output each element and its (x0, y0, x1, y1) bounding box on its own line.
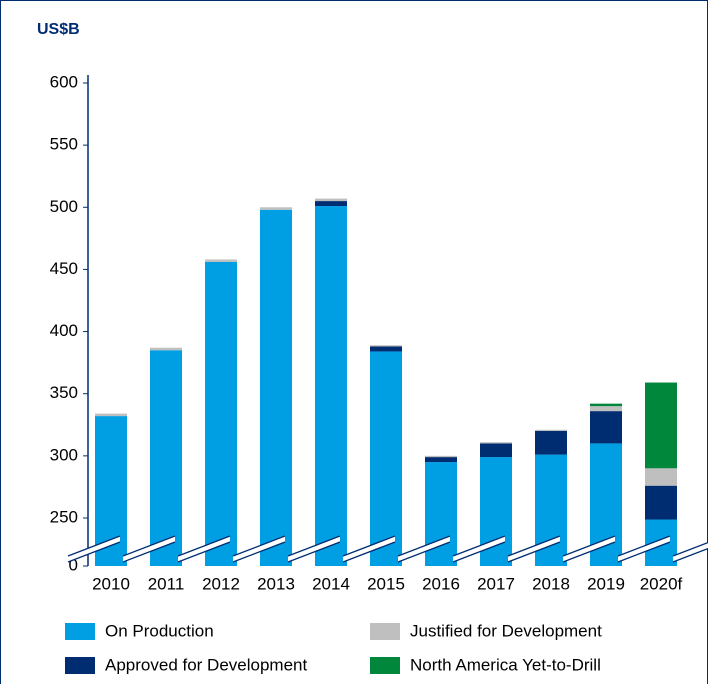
axis-break-line (507, 541, 561, 563)
x-tick-label: 2013 (257, 574, 295, 593)
bar-segment (260, 209, 292, 566)
bar-segment (645, 485, 677, 520)
bar-segment (315, 198, 347, 202)
x-tick-label: 2018 (532, 574, 570, 593)
axis-break-band (508, 536, 560, 562)
x-tick-label: 2011 (148, 574, 185, 593)
axis-break-line (122, 541, 176, 563)
x-tick-label: 2017 (477, 574, 515, 593)
axis-break-line (397, 541, 451, 563)
legend-label: On Production (105, 621, 214, 640)
bar-segment (590, 411, 622, 444)
axis-break-line (672, 547, 708, 563)
y-tick-label: 0 (69, 555, 78, 574)
axis-break-band (673, 542, 708, 562)
legend-swatch (370, 623, 400, 640)
x-tick-label: 2015 (367, 574, 405, 593)
y-tick-label: 450 (50, 259, 78, 278)
bar-segment (590, 403, 622, 407)
axis-break-band (178, 536, 230, 562)
axis-break-line (452, 535, 506, 557)
bar-segment (370, 345, 402, 347)
bar-segment (150, 350, 182, 566)
axis-break-band (343, 536, 395, 562)
x-tick-label: 2010 (92, 574, 130, 593)
axis-break-line (232, 541, 286, 563)
x-tick-label: 2014 (312, 574, 350, 593)
legend-swatch (65, 657, 95, 674)
axis-break-line (397, 535, 451, 557)
axis-break-line (177, 535, 231, 557)
bar-segment (205, 261, 237, 566)
axis-break-line (342, 541, 396, 563)
axis-break-line (617, 535, 671, 557)
y-tick-label: 400 (50, 321, 78, 340)
bar-segment (150, 347, 182, 351)
bar-segment (315, 201, 347, 207)
axis-break-band (233, 536, 285, 562)
axis-break-line (452, 541, 506, 563)
bar-segment (480, 442, 512, 444)
axis-break-line (507, 535, 561, 557)
x-tick-label: 2019 (587, 574, 625, 593)
y-tick-label: 250 (50, 507, 78, 526)
axis-break-band (398, 536, 450, 562)
axis-break-line (177, 541, 231, 563)
bar-segment (535, 431, 567, 455)
axis-break-band (288, 536, 340, 562)
bar-segment (425, 457, 457, 463)
bar-segment (370, 351, 402, 566)
legend-swatch (370, 657, 400, 674)
x-tick-label: 2020f (640, 574, 683, 593)
y-tick-label: 600 (50, 72, 78, 91)
y-tick-label: 350 (50, 383, 78, 402)
axis-break-band (563, 536, 615, 562)
bar-segment (260, 207, 292, 210)
axis-break-line (287, 535, 341, 557)
y-axis-label: US$B (37, 21, 80, 38)
bar-segment (370, 346, 402, 352)
axis-break-line (67, 541, 121, 563)
axis-break-band (68, 536, 120, 562)
legend-label: North America Yet-to-Drill (410, 655, 601, 674)
bar-segment (590, 406, 622, 412)
bar-segment (315, 206, 347, 567)
axis-break-line (562, 541, 616, 563)
legend-label: Justified for Development (410, 621, 602, 640)
axis-break-band (618, 536, 670, 562)
y-tick-label: 550 (50, 135, 78, 154)
axis-break-line (562, 535, 616, 557)
legend-swatch (65, 623, 95, 640)
y-tick-label: 300 (50, 445, 78, 464)
axis-break-line (672, 541, 708, 557)
bar-segment (480, 443, 512, 458)
x-tick-label: 2012 (202, 574, 240, 593)
bar-segment (535, 429, 567, 431)
axis-break-band (453, 536, 505, 562)
axis-break-line (67, 535, 121, 557)
axis-break-line (287, 541, 341, 563)
axis-break-line (342, 535, 396, 557)
legend-label: Approved for Development (105, 655, 308, 674)
bar-segment (425, 455, 457, 458)
axis-break-line (617, 541, 671, 563)
axis-break-band (123, 536, 175, 562)
bar-segment (645, 468, 677, 486)
axis-break-line (122, 535, 176, 557)
bar-segment (645, 382, 677, 469)
bar-segment (205, 259, 237, 262)
axis-break-line (232, 535, 286, 557)
x-tick-label: 2016 (422, 574, 460, 593)
y-tick-label: 500 (50, 197, 78, 216)
bar-segment (95, 413, 127, 417)
